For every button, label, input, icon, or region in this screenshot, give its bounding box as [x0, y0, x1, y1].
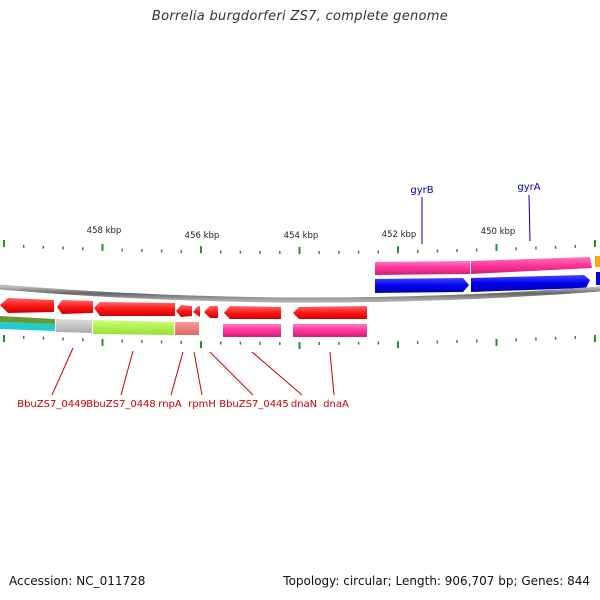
gene-label-gyrA[interactable]: gyrA [517, 182, 540, 193]
inner-tick-marks [3, 335, 596, 349]
feature-band-pink-1[interactable] [223, 324, 281, 337]
gene-label-rpmH[interactable]: rpmH [188, 399, 216, 410]
scale-labels: 458 kbp 456 kbp 454 kbp 452 kbp 450 kbp [87, 226, 516, 241]
callout-line-BbuZS7_0445 [209, 351, 254, 396]
gyrA-feature-track[interactable] [471, 257, 592, 274]
gene-label-BbuZS7_0449[interactable]: BbuZS7_0449 [17, 399, 87, 410]
scale-label-456: 456 kbp [185, 231, 220, 241]
feature-band-olive[interactable] [0, 316, 55, 324]
gene-arrow-BbuZS7_0445[interactable] [224, 306, 281, 319]
feature-band-cyan[interactable] [0, 322, 55, 331]
adjacent-gene-blue[interactable] [596, 272, 600, 285]
genome-backbone [0, 284, 600, 303]
adjacent-feature-orange[interactable] [595, 256, 600, 267]
scale-label-452: 452 kbp [382, 230, 417, 240]
gyrB-gene-arrow[interactable] [375, 278, 469, 293]
callout-line-dnaA [329, 351, 335, 396]
gene-label-dnaN[interactable]: dnaN [291, 399, 317, 410]
feature-band-lime[interactable] [93, 320, 174, 335]
gene-arrow-small[interactable] [204, 306, 218, 318]
gene-arrow-rpmH[interactable] [193, 306, 200, 317]
top-gene-callouts: gyrB gyrA [410, 182, 541, 244]
gene-label-BbuZS7_0445[interactable]: BbuZS7_0445 [219, 399, 289, 410]
scale-label-454: 454 kbp [284, 231, 319, 241]
gene-arrow-rnpA[interactable] [176, 305, 192, 317]
gene-arrow-rnpA-region[interactable] [94, 302, 175, 316]
gyrB-feature-track[interactable] [375, 261, 470, 275]
gene-label-dnaA[interactable]: dnaA [323, 399, 349, 410]
genome-stats-text: Topology: circular; Length: 906,707 bp; … [283, 574, 590, 588]
outer-tick-marks [3, 240, 596, 254]
scale-label-458: 458 kbp [87, 226, 122, 236]
callout-line-rpmH [193, 351, 203, 396]
accession-text: Accession: NC_011728 [9, 574, 146, 588]
gene-arrow-BbuZS7_0448[interactable] [57, 300, 93, 314]
feature-band-gray[interactable] [56, 319, 92, 333]
gene-arrow-BbuZS7_0449[interactable] [0, 298, 54, 313]
gene-label-gyrB[interactable]: gyrB [410, 185, 433, 196]
callout-line-gyrA [528, 194, 531, 242]
gyrA-gene-arrow[interactable] [471, 275, 590, 292]
gene-label-BbuZS7_0448[interactable]: BbuZS7_0448 [86, 399, 156, 410]
feature-band-salmon[interactable] [175, 322, 199, 335]
feature-band-pink-2[interactable] [293, 324, 367, 337]
reverse-strand-tracks [0, 298, 367, 337]
gene-label-rnpA[interactable]: rnpA [158, 399, 182, 410]
map-title: Borrelia burgdorferi ZS7, complete genom… [151, 9, 449, 24]
callout-line-rnpA [170, 351, 184, 396]
forward-strand-tracks [375, 256, 600, 293]
bottom-gene-callouts: BbuZS7_0449 BbuZS7_0448 rnpA rpmH BbuZS7… [17, 347, 349, 410]
callout-line-BbuZS7_0448 [120, 350, 134, 396]
callout-line-BbuZS7_0449 [51, 347, 74, 396]
scale-label-450: 450 kbp [481, 227, 516, 237]
callout-line-dnaN [251, 351, 303, 396]
gene-arrow-dnaN-dnaA[interactable] [293, 306, 367, 319]
